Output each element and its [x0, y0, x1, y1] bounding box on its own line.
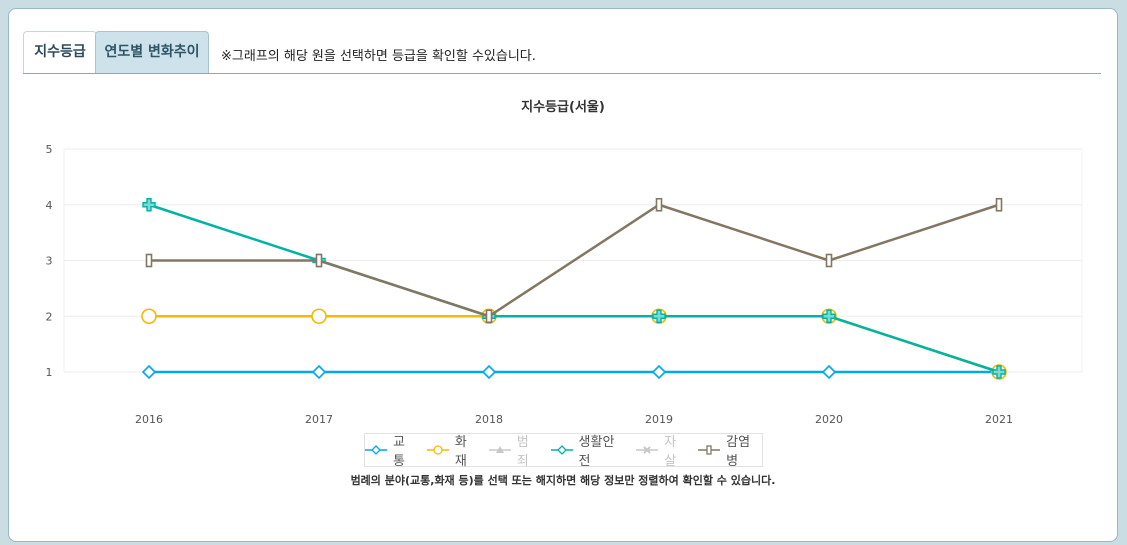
data-point-cross-icon [822, 309, 836, 323]
tab-bar: 지수등급 연도별 변화추이 ※그래프의 해당 원을 선택하면 등급을 확인할 수… [23, 31, 1101, 74]
chart-legend: 교통 화재 범죄 생활안전 자살 감염병 [364, 431, 763, 469]
legend-item[interactable]: 감염병 [698, 431, 762, 469]
y-tick-label: 1 [46, 366, 53, 379]
x-tick-label: 2019 [645, 413, 673, 426]
legend-rect-icon [698, 445, 721, 455]
data-point-diamond-icon [651, 364, 667, 380]
legend-label: 교통 [392, 435, 405, 469]
legend-cross-icon [550, 445, 573, 455]
x-tick-label: 2018 [475, 413, 503, 426]
y-tick-label: 2 [46, 310, 53, 323]
data-point-rect-icon [315, 253, 323, 268]
data-point-cross-icon [652, 309, 666, 323]
legend-item[interactable]: 범죄 [488, 431, 541, 469]
tab-yearly-trend[interactable]: 연도별 변화추이 [95, 31, 209, 73]
data-point-circle-icon [311, 308, 327, 325]
data-point-rect-icon [655, 197, 663, 212]
legend-label: 자살 [664, 435, 677, 469]
data-point-diamond-icon [311, 364, 327, 380]
legend-item[interactable]: 생활안전 [550, 431, 627, 469]
x-tick-label: 2016 [135, 413, 163, 426]
legend-label: 화재 [454, 435, 467, 469]
data-point-rect-icon [145, 253, 153, 268]
y-tick-label: 4 [46, 199, 53, 212]
data-point-diamond-icon [481, 364, 497, 380]
notice-text: ※그래프의 해당 원을 선택하면 등급을 확인할 수있습니다. [221, 49, 536, 64]
legend-label: 생활안전 [578, 435, 615, 469]
series-line [148, 203, 1000, 374]
legend-label: 범죄 [516, 435, 529, 469]
x-tick-label: 2021 [985, 413, 1013, 426]
legend-item[interactable]: 교통 [365, 431, 417, 469]
footer-note: 범례의 분야(교통,화재 등)를 선택 또는 해지하면 해당 정보만 정렬하여 … [350, 474, 776, 487]
legend-triangle-icon [488, 446, 511, 453]
x-tick-label: 2020 [815, 413, 843, 426]
x-tick-label: 2017 [305, 413, 333, 426]
line-chart: 1 2 3 4 5 2016 2017 2018 2019 2020 2021 [46, 143, 1083, 426]
data-point-rect-icon [995, 197, 1003, 212]
y-tick-label: 5 [46, 143, 53, 156]
data-point-cross-icon [992, 365, 1006, 379]
data-point-diamond-icon [141, 364, 157, 380]
main-panel: 지수등급 연도별 변화추이 ※그래프의 해당 원을 선택하면 등급을 확인할 수… [8, 8, 1118, 542]
data-point-diamond-icon [821, 364, 837, 380]
y-tick-label: 3 [46, 255, 53, 268]
legend-diamond-icon [365, 445, 387, 455]
legend-circle-icon [426, 445, 449, 455]
legend-item[interactable]: 화재 [426, 431, 479, 469]
data-point-rect-icon [485, 309, 493, 324]
tab-index-grade[interactable]: 지수등급 [23, 31, 97, 73]
legend-label: 감염병 [726, 435, 751, 469]
series-감염병 [145, 197, 1003, 324]
series-line [149, 315, 1000, 374]
data-point-cross-icon [142, 198, 156, 212]
legend-item[interactable]: 자살 [636, 431, 688, 469]
legend-x-icon [636, 446, 659, 454]
data-point-rect-icon [825, 253, 833, 268]
series-line [149, 203, 1000, 318]
series-교통 [141, 364, 1007, 380]
series-생활안전 [142, 198, 1006, 379]
series-화재 [141, 308, 1007, 380]
chart-title: 지수등급(서울) [521, 100, 605, 115]
data-point-circle-icon [141, 308, 157, 325]
